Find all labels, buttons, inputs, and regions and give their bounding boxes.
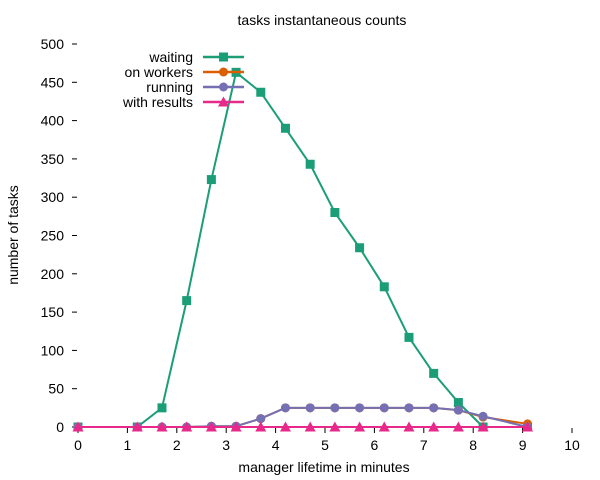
data-point-waiting	[305, 159, 315, 169]
data-point-with-results	[156, 421, 168, 432]
x-tick-label: 4	[272, 437, 280, 453]
data-point-running	[379, 403, 389, 413]
legend-marker-running	[219, 82, 228, 92]
y-tick-label: 200	[41, 266, 65, 282]
data-point-running	[478, 411, 488, 421]
legend-label-running: running	[146, 79, 193, 95]
data-point-with-results	[230, 421, 242, 432]
data-point-with-results	[304, 421, 316, 432]
data-point-with-results	[72, 421, 84, 432]
data-point-waiting	[404, 332, 414, 342]
data-point-running	[404, 403, 414, 413]
data-point-waiting	[453, 397, 463, 407]
x-tick-label: 7	[420, 437, 428, 453]
data-point-waiting	[330, 208, 340, 218]
data-point-waiting	[355, 243, 365, 253]
y-tick-label: 150	[41, 304, 65, 320]
y-tick-label: 400	[41, 113, 65, 129]
legend-marker-with-results	[218, 96, 229, 107]
y-tick-label: 250	[41, 228, 65, 244]
y-tick-label: 100	[41, 342, 65, 358]
data-point-running	[280, 403, 290, 413]
data-point-waiting	[280, 123, 290, 133]
x-tick-label: 10	[564, 437, 580, 453]
data-point-with-results	[428, 421, 440, 432]
data-point-waiting	[429, 368, 439, 378]
series-waiting	[73, 67, 533, 432]
data-point-with-results	[329, 421, 341, 432]
legend-marker-on-workers	[219, 67, 228, 77]
legend-label-waiting: waiting	[148, 49, 193, 65]
data-point-waiting	[206, 175, 216, 185]
data-point-running	[330, 403, 340, 413]
series-layer	[72, 67, 534, 432]
data-point-with-results	[354, 421, 366, 432]
data-point-waiting	[182, 296, 192, 306]
y-tick-label: 50	[48, 381, 64, 397]
y-tick-label: 300	[41, 189, 65, 205]
x-tick-label: 1	[124, 437, 132, 453]
y-tick-label: 0	[56, 419, 64, 435]
axes: 0 50 100 150 200 250 300 350 400 450 500 0 1 2 3 4 5 6 7 8 9…	[41, 36, 580, 453]
y-axis-label: number of tasks	[5, 185, 21, 285]
chart-title: tasks instantaneous counts	[238, 12, 407, 28]
data-point-with-results	[477, 421, 489, 432]
legend-label-on-workers: on workers	[125, 64, 193, 80]
x-tick-label: 8	[469, 437, 477, 453]
x-tick-label: 9	[519, 437, 527, 453]
data-point-waiting	[256, 87, 266, 97]
data-point-with-results	[403, 421, 415, 432]
legend-label-with-results: with results	[122, 94, 193, 110]
y-tick-label: 450	[41, 74, 65, 90]
data-point-with-results	[131, 421, 143, 432]
data-point-with-results	[181, 421, 193, 432]
data-point-with-results	[522, 421, 534, 432]
data-point-waiting	[379, 282, 389, 292]
y-tick-label: 500	[41, 36, 65, 52]
data-point-running	[305, 403, 315, 413]
data-point-running	[453, 405, 463, 415]
data-point-with-results	[205, 421, 217, 432]
data-point-running	[429, 403, 439, 413]
x-tick-label: 6	[371, 437, 379, 453]
x-axis-label: manager lifetime in minutes	[238, 459, 409, 475]
data-point-running	[256, 414, 266, 424]
legend-marker-waiting	[219, 52, 228, 62]
x-tick-label: 0	[74, 437, 82, 453]
x-tick-label: 5	[321, 437, 329, 453]
data-point-with-results	[255, 421, 267, 432]
data-point-with-results	[378, 421, 390, 432]
x-tick-label: 3	[222, 437, 230, 453]
data-point-with-results	[452, 421, 464, 432]
data-point-running	[355, 403, 365, 413]
series-line-waiting	[78, 71, 528, 428]
series-with-results	[72, 421, 534, 432]
y-tick-label: 350	[41, 151, 65, 167]
x-tick-label: 2	[173, 437, 181, 453]
data-point-with-results	[279, 421, 291, 432]
data-point-waiting	[157, 403, 167, 413]
